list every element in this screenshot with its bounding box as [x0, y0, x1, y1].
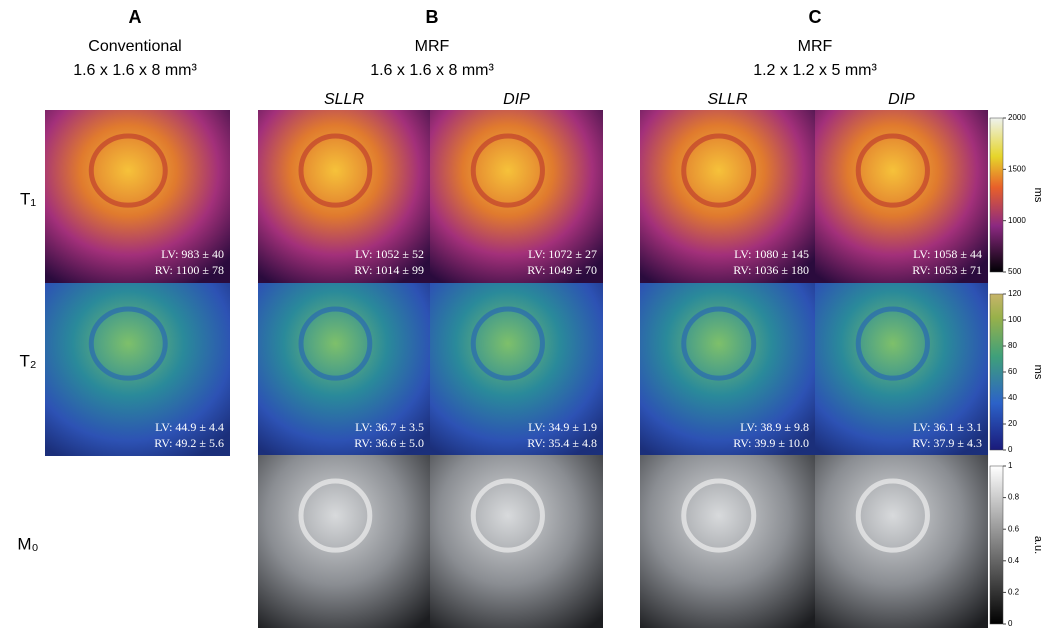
- lv-measurement: LV: 983 ± 40: [161, 247, 224, 261]
- rv-measurement: RV: 1053 ± 71: [912, 263, 982, 277]
- lv-measurement: LV: 38.9 ± 9.8: [740, 420, 809, 434]
- colorbar-unit: ms: [1032, 188, 1044, 203]
- rv-measurement: RV: 36.6 ± 5.0: [354, 436, 424, 450]
- colorbar-tick-label: 0.4: [1008, 556, 1020, 565]
- method-label: DIP: [888, 91, 915, 108]
- rv-measurement: RV: 39.9 ± 10.0: [733, 436, 809, 450]
- heart-shape: [855, 133, 930, 208]
- heart-shape: [88, 306, 168, 381]
- column-resolution: 1.2 x 1.2 x 5 mm³: [753, 62, 877, 79]
- heart-shape: [88, 133, 168, 208]
- column-title: MRF: [798, 38, 833, 55]
- rv-measurement: RV: 35.4 ± 4.8: [527, 436, 597, 450]
- column-letter: C: [809, 7, 822, 27]
- lv-measurement: LV: 44.9 ± 4.4: [155, 420, 224, 434]
- heart-shape: [470, 306, 545, 381]
- lv-measurement: LV: 36.1 ± 3.1: [913, 420, 982, 434]
- heart-shape: [681, 306, 757, 381]
- rv-measurement: RV: 1036 ± 180: [733, 263, 809, 277]
- heart-shape: [855, 478, 930, 553]
- colorbar-tick-label: 0.8: [1008, 493, 1020, 502]
- colorbar-tick-label: 1000: [1008, 216, 1026, 225]
- lv-measurement: LV: 36.7 ± 3.5: [355, 420, 424, 434]
- colorbar-tick-label: 2000: [1008, 113, 1026, 122]
- lv-measurement: LV: 34.9 ± 1.9: [528, 420, 597, 434]
- heart-shape: [470, 478, 545, 553]
- lv-measurement: LV: 1080 ± 145: [734, 247, 809, 261]
- colorbar-tick-label: 1: [1008, 461, 1013, 470]
- colorbar-tick-label: 60: [1008, 367, 1017, 376]
- heart-shape: [470, 133, 545, 208]
- rv-measurement: RV: 49.2 ± 5.6: [154, 436, 224, 450]
- colorbar-tick-label: 100: [1008, 315, 1022, 324]
- colorbar-tick-label: 0.6: [1008, 524, 1020, 533]
- heart-shape: [855, 306, 930, 381]
- heart-shape: [298, 306, 373, 381]
- rv-measurement: RV: 1014 ± 99: [354, 263, 424, 277]
- colorbar-tick-label: 120: [1008, 289, 1022, 298]
- colorbar: [989, 117, 1004, 273]
- method-label: SLLR: [324, 91, 364, 108]
- lv-measurement: LV: 1052 ± 52: [355, 247, 424, 261]
- column-resolution: 1.6 x 1.6 x 8 mm³: [73, 62, 197, 79]
- heart-shape: [681, 133, 757, 208]
- colorbar: [989, 465, 1004, 625]
- heart-shape: [681, 478, 757, 553]
- colorbar-tick-label: 500: [1008, 267, 1022, 276]
- column-letter: B: [426, 7, 439, 27]
- colorbar: [989, 293, 1004, 451]
- heart-shape: [298, 133, 373, 208]
- colorbar-tick-label: 0.2: [1008, 588, 1020, 597]
- rv-measurement: RV: 37.9 ± 4.3: [912, 436, 982, 450]
- colorbar-tick-label: 40: [1008, 393, 1017, 402]
- column-resolution: 1.6 x 1.6 x 8 mm³: [370, 62, 494, 79]
- column-title: MRF: [415, 38, 450, 55]
- colorbar-unit: ms: [1032, 365, 1044, 380]
- column-letter: A: [129, 7, 142, 27]
- colorbar-tick-label: 0: [1008, 445, 1013, 454]
- lv-measurement: LV: 1058 ± 44: [913, 247, 982, 261]
- row-label: T₁: [20, 189, 36, 208]
- method-label: SLLR: [707, 91, 747, 108]
- lv-measurement: LV: 1072 ± 27: [528, 247, 597, 261]
- rv-measurement: RV: 1049 ± 70: [527, 263, 597, 277]
- column-title: Conventional: [88, 38, 181, 55]
- colorbar-unit: a.u.: [1032, 536, 1044, 554]
- method-label: DIP: [503, 91, 530, 108]
- row-label: T₂: [20, 351, 37, 370]
- colorbar-tick-label: 0: [1008, 619, 1013, 628]
- row-label: M₀: [17, 534, 38, 553]
- colorbar-tick-label: 80: [1008, 341, 1017, 350]
- colorbar-tick-label: 1500: [1008, 164, 1026, 173]
- rv-measurement: RV: 1100 ± 78: [155, 263, 224, 277]
- colorbar-tick-label: 20: [1008, 419, 1017, 428]
- heart-shape: [298, 478, 373, 553]
- content: A Conventional 1.6 x 1.6 x 8 mm³ LV: 983 ± …: [17, 7, 1044, 628]
